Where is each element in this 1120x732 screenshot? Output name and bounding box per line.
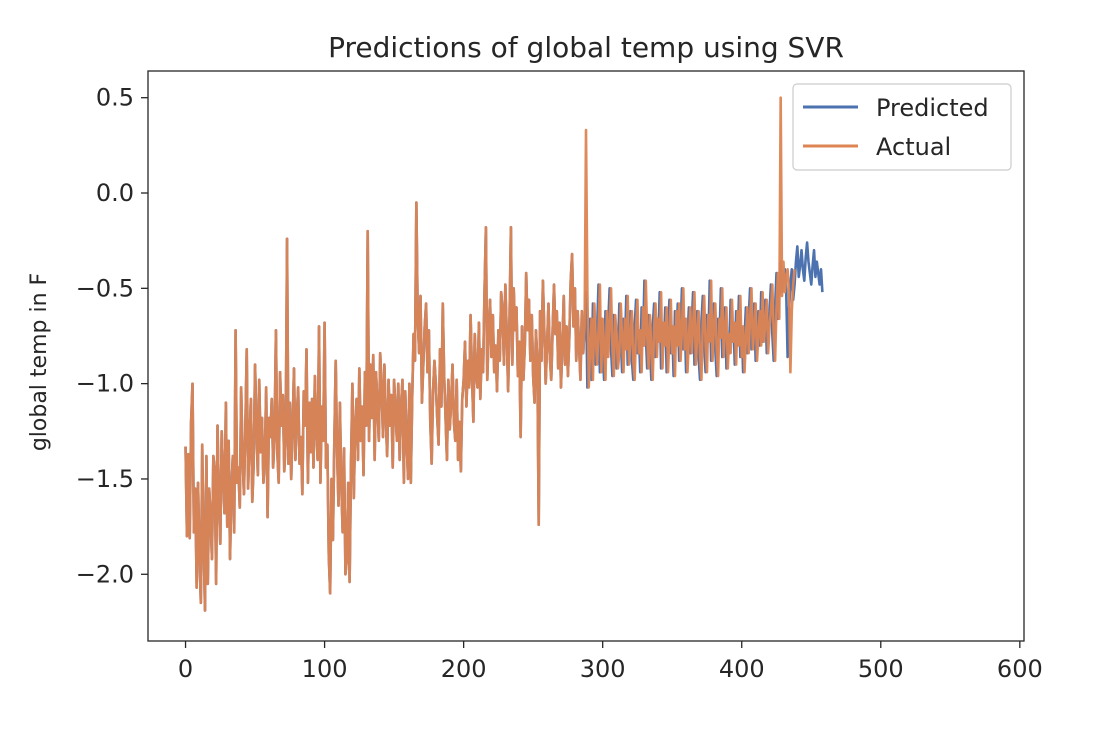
y-axis-label: global temp in F [27, 273, 52, 451]
y-tick-label: −2.0 [76, 560, 134, 588]
y-tick-label: −1.0 [76, 370, 134, 398]
legend: Predicted Actual [792, 83, 1012, 171]
x-tick-label: 200 [441, 655, 487, 683]
x-tick-label: 0 [178, 655, 193, 683]
x-tick-label: 100 [302, 655, 348, 683]
x-tick-label: 500 [858, 655, 904, 683]
y-axis: 0.5 0.0 −0.5 −1.0 −1.5 −2.0 [76, 84, 148, 588]
x-tick-label: 400 [719, 655, 765, 683]
y-tick-label: 0.5 [96, 84, 134, 112]
plot-frame [147, 70, 1025, 642]
y-tick-label: −1.5 [76, 465, 134, 493]
x-tick-label: 300 [580, 655, 626, 683]
x-tick-label: 600 [997, 655, 1043, 683]
y-tick-label: 0.0 [96, 179, 134, 207]
x-axis: 0 100 200 300 400 500 600 [178, 641, 1043, 683]
legend-label-actual: Actual [876, 133, 951, 161]
legend-label-predicted: Predicted [876, 94, 989, 122]
chart-title: Predictions of global temp using SVR [328, 31, 844, 64]
plot-lines [184, 96, 824, 612]
y-tick-label: −0.5 [76, 274, 134, 302]
series-line-actual [184, 96, 796, 612]
